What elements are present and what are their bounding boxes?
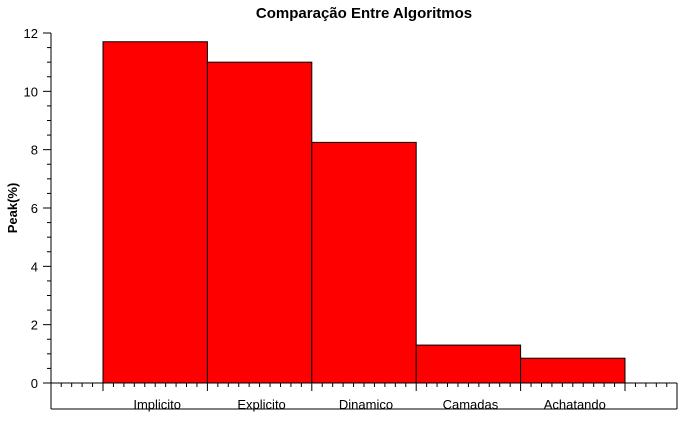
y-tick-label: 2	[31, 318, 38, 333]
y-tick-label: 6	[31, 201, 38, 216]
category-labels: Implicito Explicito Dinamico Camadas Achatan…	[133, 397, 606, 412]
y-tick-label: 8	[31, 143, 38, 158]
y-axis: 0 2 4 6 8 10 12	[24, 26, 52, 391]
bar	[520, 357, 626, 384]
bar	[415, 344, 522, 384]
chart-title: Comparação Entre Algoritmos	[256, 5, 472, 22]
y-tick-label: 12	[24, 26, 38, 41]
x-tick-label: Implicito	[133, 397, 181, 412]
bar	[311, 141, 417, 384]
bar	[102, 41, 208, 384]
x-tick-label: Camadas	[443, 397, 499, 412]
x-tick-label: Explicito	[237, 397, 285, 412]
y-tick-label: 0	[31, 376, 38, 391]
bar	[206, 61, 313, 384]
y-tick-label: 10	[24, 84, 38, 99]
bars	[102, 41, 626, 384]
x-tick-label: Achatando	[544, 397, 606, 412]
y-tick-label: 4	[31, 259, 38, 274]
x-tick-label: Dinamico	[339, 397, 393, 412]
y-axis-label: Peak(%)	[5, 183, 20, 234]
